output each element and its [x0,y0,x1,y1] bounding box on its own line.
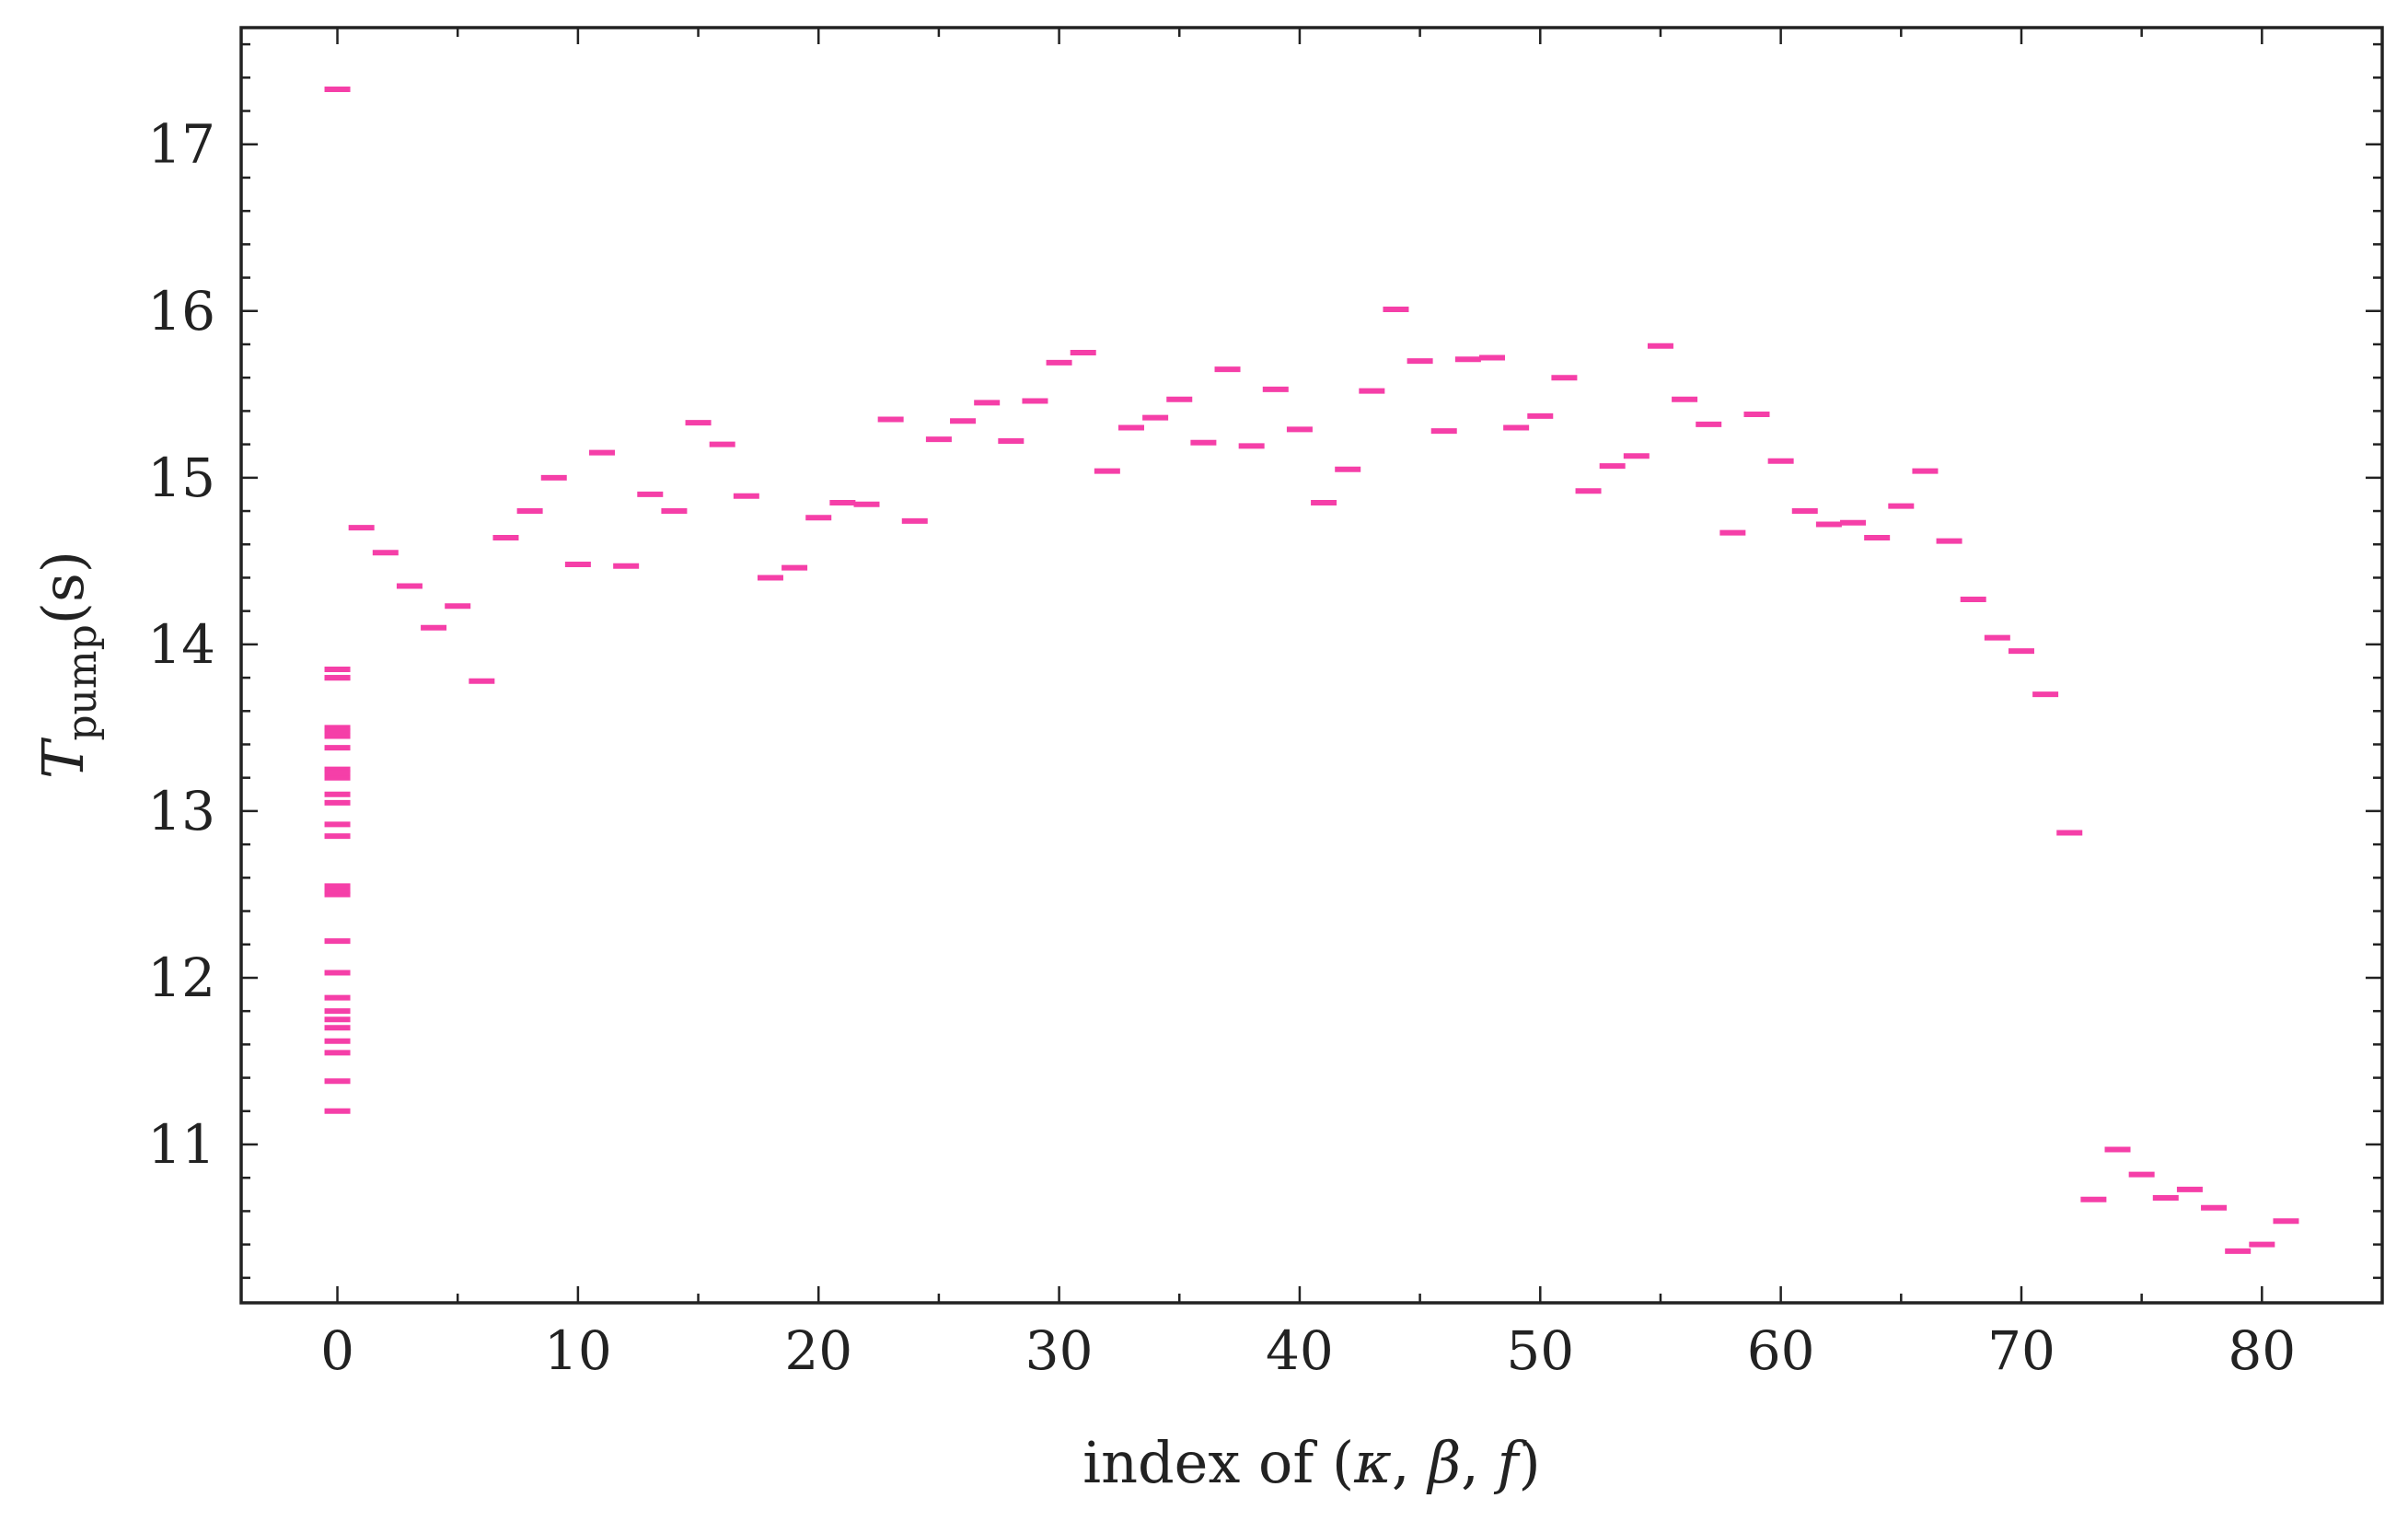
y-axis-label-sub: pump [59,624,106,740]
x-axis-label-sep1: , [1392,1429,1428,1496]
x-tick-label: 40 [1266,1319,1334,1382]
x-tick-label: 60 [1747,1319,1815,1382]
x-axis-label-sep2: , [1461,1429,1497,1496]
x-axis-label: index of (κ, β, f) [1082,1429,1541,1496]
y-axis-label-unit: (s) [29,551,97,624]
plot-frame [239,26,2384,1305]
y-tick-label: 15 [147,447,215,509]
x-tick-label: 20 [784,1319,852,1382]
x-axis-label-kappa: κ [1353,1429,1392,1496]
x-tick-label: 0 [320,1319,354,1382]
y-tick-label: 11 [147,1113,215,1176]
x-axis-label-beta: β [1426,1429,1461,1496]
x-tick-label: 80 [2228,1319,2296,1382]
x-tick-label: 10 [544,1319,612,1382]
y-tick-label: 16 [147,280,215,343]
y-axis-label-var: T [29,737,97,779]
x-tick-label: 50 [1506,1319,1574,1382]
x-axis-label-rparen: ) [1519,1429,1541,1496]
data-marks [324,86,2299,1254]
y-tick-label: 17 [147,113,215,176]
y-tick-label: 13 [147,780,215,842]
y-tick-labels: 11 12 13 14 15 16 17 [147,113,215,1176]
x-tick-labels: 0 10 20 30 40 50 60 70 80 [320,1319,2296,1382]
y-tick-label: 12 [147,947,215,1009]
axis-ticks [241,28,2384,1303]
x-axis-label-lparen: ( [1332,1429,1354,1496]
x-tick-label: 70 [1987,1319,2055,1382]
y-axis-label: Tpump(s) [29,551,106,779]
x-tick-label: 30 [1025,1319,1094,1382]
y-tick-label: 14 [147,613,215,676]
x-axis-label-prefix: index of [1082,1429,1332,1496]
